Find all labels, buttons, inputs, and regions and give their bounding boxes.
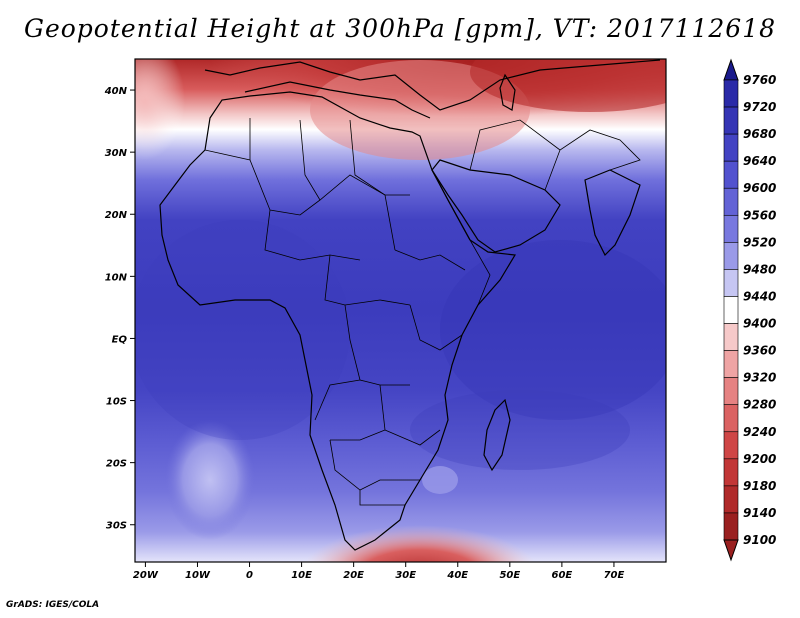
colorbar-segment (723, 458, 739, 487)
lon-label: 70E (604, 570, 625, 581)
colorbar-label: 9720 (743, 100, 776, 114)
caspian-coastline (499, 73, 516, 111)
lat-label: 40N (104, 86, 128, 97)
colorbar-label: 9560 (743, 208, 776, 222)
lon-label: 20W (133, 570, 159, 581)
colorbar-label: 9480 (743, 262, 776, 276)
height-field (135, 59, 666, 562)
colorbar-label: 9140 (743, 506, 776, 520)
colorbar: 9760 9720 9680 9640 9600 9560 9520 9480 9440 9400… (723, 58, 776, 562)
colorbar-label: 9680 (743, 127, 776, 141)
colorbar-segment (723, 377, 739, 406)
colorbar-segment (723, 296, 739, 324)
lon-label: 30E (395, 570, 416, 581)
colorbar-label: 9640 (743, 154, 776, 168)
map-frame (134, 58, 667, 563)
grads-credit: GrADS: IGES/COLA (6, 600, 100, 610)
colorbar-segment (723, 106, 739, 135)
country-borders (204, 118, 641, 506)
colorbar-segment (723, 512, 739, 541)
europe-coastline (204, 59, 661, 111)
lat-label: 10S (106, 397, 127, 408)
colorbar-segment (723, 187, 739, 216)
colorbar-max-arrow (723, 58, 739, 81)
lon-label: 10E (291, 570, 312, 581)
lon-label: 0 (246, 570, 253, 581)
colorbar-label: 9400 (743, 317, 776, 331)
lat-label: 30S (106, 521, 127, 532)
colorbar-min-arrow (723, 539, 739, 562)
colorbar-segment (723, 404, 739, 433)
colorbar-label: 9520 (743, 235, 776, 249)
colorbar-segment (723, 431, 739, 460)
lon-label: 40E (446, 570, 468, 581)
mediterranean-coast (244, 81, 431, 119)
colorbar-label: 9760 (743, 73, 776, 87)
colorbar-label: 9440 (743, 289, 776, 303)
lon-label: 20E (343, 570, 364, 581)
lon-label: 10W (185, 570, 211, 581)
colorbar-label: 9240 (743, 425, 776, 439)
colorbar-segment (723, 242, 739, 270)
latitude-axis: 40N 30N 20N 10N EQ 10S 20S 30S (104, 86, 135, 532)
lat-label: EQ (112, 334, 128, 345)
lat-label: 20N (105, 210, 128, 221)
colorbar-segment (723, 269, 739, 297)
lon-label: 60E (552, 570, 573, 581)
longitude-axis: 20W 10W 0 10E 20E 30E 40E 50E 60E 70E (133, 562, 625, 581)
colorbar-label: 9100 (743, 533, 776, 547)
madagascar-coastline (483, 398, 511, 472)
colorbar-label: 9360 (743, 344, 776, 358)
colorbar-label: 9200 (743, 452, 776, 466)
colorbar-label: 9600 (743, 181, 776, 195)
colorbar-segment (723, 485, 739, 514)
red-sea-coast (431, 169, 471, 241)
colorbar-segment (723, 350, 739, 378)
lat-label: 20S (106, 459, 127, 470)
colorbar-label: 9180 (743, 479, 776, 493)
map-title: Geopotential Height at 300hPa [gpm], VT:… (23, 14, 777, 43)
colorbar-segment (723, 214, 739, 243)
lon-label: 50E (499, 570, 520, 581)
lat-label: 10N (105, 272, 128, 283)
colorbar-label: 9280 (743, 398, 776, 412)
lat-label: 30N (105, 148, 128, 159)
colorbar-segment (723, 160, 739, 189)
colorbar-segment (723, 323, 739, 351)
colorbar-segment (723, 133, 739, 162)
colorbar-segment (723, 79, 739, 108)
colorbar-label: 9320 (743, 371, 776, 385)
india-coastline (584, 169, 641, 257)
